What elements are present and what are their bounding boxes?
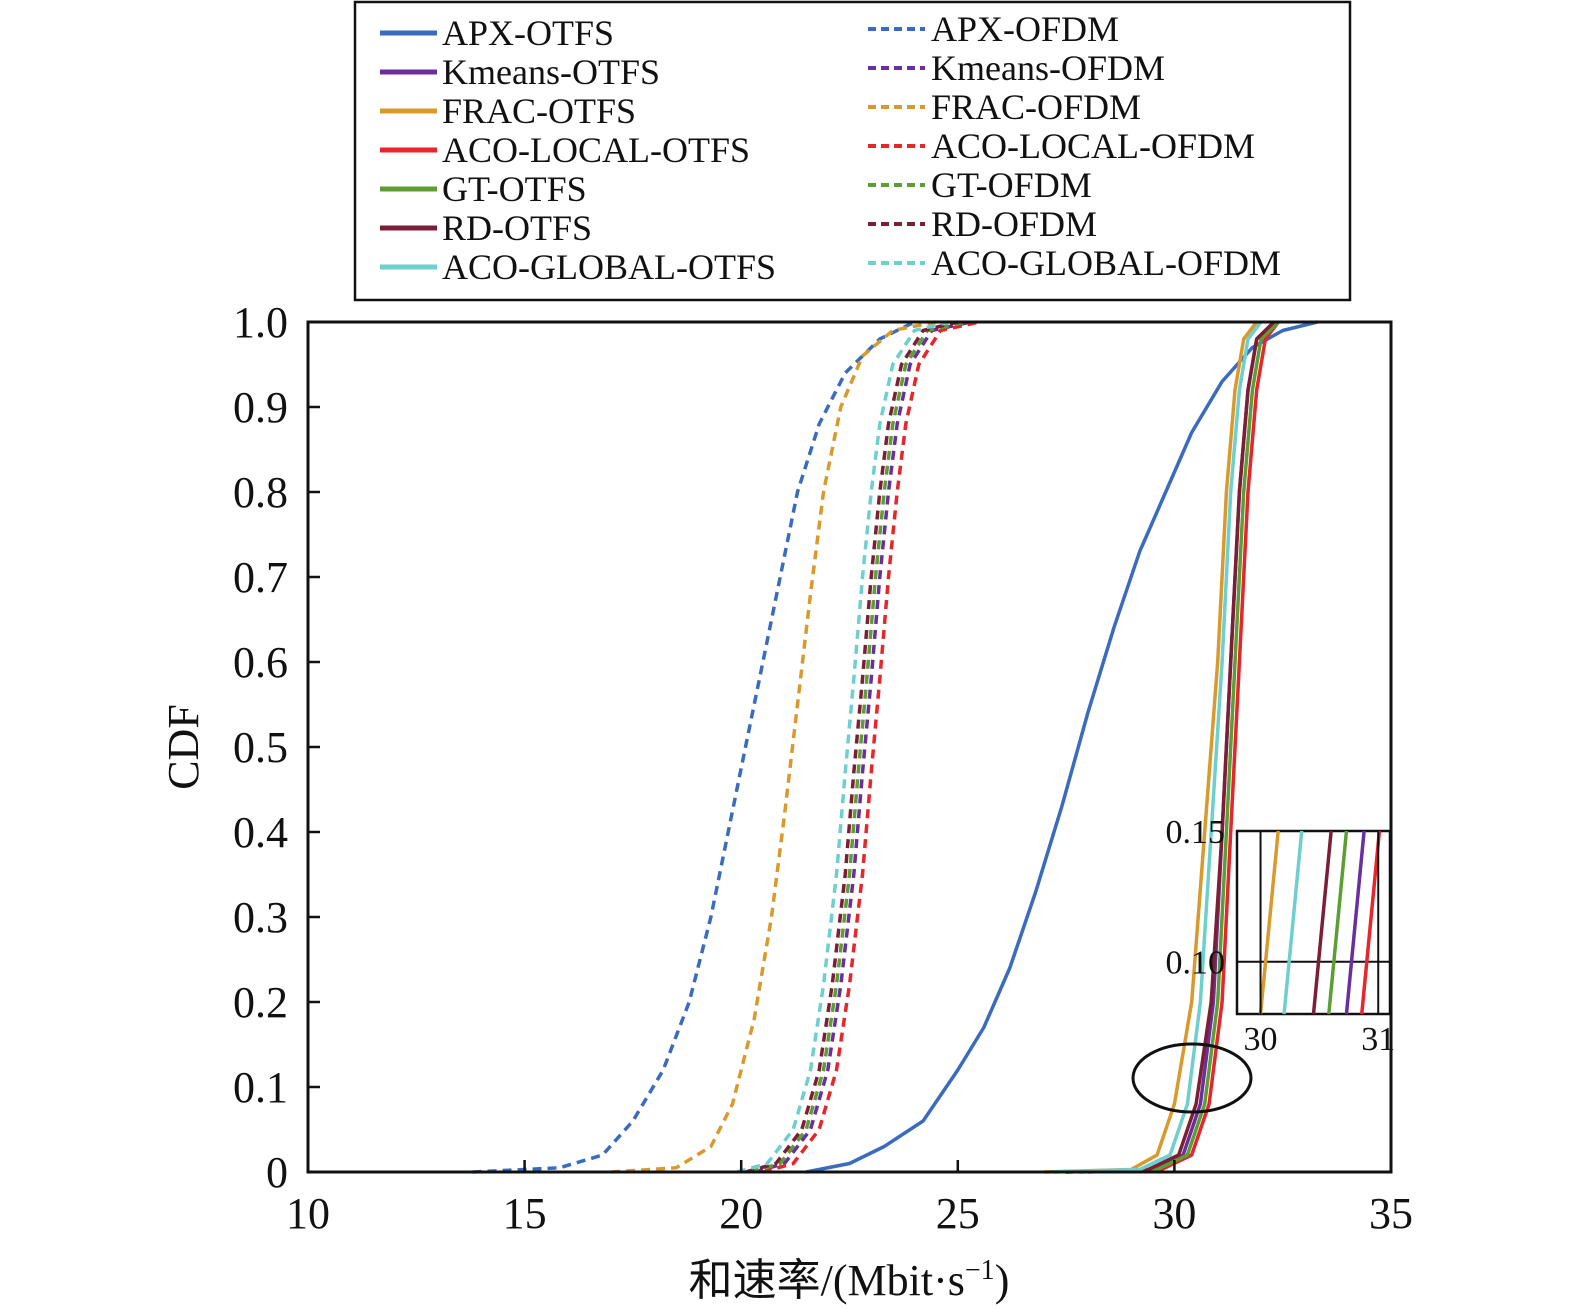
y-tick-label: 0.1: [233, 1063, 288, 1112]
legend-label-rd-ofdm: RD-OFDM: [931, 204, 1097, 244]
legend: APX-OTFSKmeans-OTFSFRAC-OTFSACO-LOCAL-OT…: [380, 9, 1281, 287]
series-line-gt-otfs: [1079, 320, 1280, 1174]
series-line-frac-ofdm: [611, 320, 937, 1174]
legend-label-apx-ofdm: APX-OFDM: [931, 9, 1119, 49]
x-tick-label: 25: [936, 1189, 980, 1238]
series-line-apx-ofdm: [472, 320, 916, 1174]
legend-label-apx-otfs: APX-OTFS: [442, 13, 614, 53]
series-line-kmeans-ofdm: [753, 320, 972, 1174]
x-axis-title-sup: −1: [965, 1255, 995, 1286]
inset-line-aco-global-otfs: [1282, 830, 1304, 1015]
axis-layer: 10 15 20 25 30 35 0 0.1 0.2 0.3 0.4 0.5 0.6 0.7 0.8 0.9…: [233, 298, 1413, 1238]
series-line-aco-global-otfs: [1053, 320, 1263, 1174]
inset-line-rd-otfs: [1311, 830, 1333, 1015]
inset-line-gt-otfs: [1327, 830, 1349, 1015]
legend-label-frac-ofdm: FRAC-OFDM: [931, 87, 1141, 127]
series-layer: [472, 320, 1318, 1174]
inset-line-aco-local-otfs: [1360, 830, 1382, 1015]
legend-box: [353, 0, 1352, 302]
y-tick-label: 0.8: [233, 468, 288, 517]
legend-label-frac-otfs: FRAC-OTFS: [442, 91, 636, 131]
y-tick-label: 0: [266, 1148, 288, 1197]
legend-label-gt-otfs: GT-OTFS: [442, 169, 587, 209]
x-tick-label: 30: [1152, 1189, 1196, 1238]
y-tick-label: 0.9: [233, 383, 288, 432]
x-tick-label: 35: [1369, 1189, 1413, 1238]
inset-line-kmeans-otfs: [1344, 830, 1366, 1015]
y-tick-label: 0.7: [233, 553, 288, 602]
legend-label-gt-ofdm: GT-OFDM: [931, 165, 1092, 205]
series-line-rd-otfs: [1066, 320, 1276, 1174]
series-line-aco-local-otfs: [1087, 320, 1280, 1174]
legend-label-kmeans-ofdm: Kmeans-OFDM: [931, 48, 1165, 88]
inset-x-tick-label: 30: [1244, 1021, 1278, 1058]
y-tick-label: 0.3: [233, 893, 288, 942]
x-tick-label: 15: [503, 1189, 547, 1238]
x-axis-title: 和速率/(Mbit·s−1): [689, 1255, 1010, 1305]
legend-label-kmeans-otfs: Kmeans-OTFS: [442, 52, 660, 92]
series-line-gt-ofdm: [749, 320, 967, 1174]
legend-label-aco-local-ofdm: ACO-LOCAL-OFDM: [931, 126, 1255, 166]
zoom-ellipse: [1131, 1042, 1253, 1114]
legend-label-aco-global-otfs: ACO-GLOBAL-OTFS: [442, 247, 776, 287]
series-line-frac-otfs: [1044, 320, 1259, 1174]
series-line-apx-otfs: [805, 320, 1318, 1174]
series-line-rd-ofdm: [745, 320, 959, 1174]
y-tick-label: 0.4: [233, 808, 288, 857]
x-axis-title-main: 和速率/(Mbit·s: [689, 1256, 965, 1305]
inset-y-tick-label: 0.10: [1166, 945, 1226, 982]
x-tick-label: 10: [286, 1189, 330, 1238]
inset-line-frac-otfs: [1258, 830, 1280, 1015]
legend-label-rd-otfs: RD-OTFS: [442, 208, 592, 248]
y-tick-label: 0.5: [233, 723, 288, 772]
series-line-aco-local-ofdm: [762, 320, 980, 1174]
inset-x-tick-label: 31: [1361, 1021, 1395, 1058]
zoom-inset: 30 31 0.10 0.15: [1166, 814, 1396, 1058]
legend-label-aco-local-otfs: ACO-LOCAL-OTFS: [442, 130, 750, 170]
y-tick-label: 1.0: [233, 298, 288, 347]
x-tick-label: 20: [719, 1189, 763, 1238]
y-tick-label: 0.6: [233, 638, 288, 687]
inset-y-tick-label: 0.15: [1166, 814, 1226, 851]
x-axis-title-close: ): [995, 1256, 1010, 1305]
legend-label-aco-global-ofdm: ACO-GLOBAL-OFDM: [931, 243, 1281, 283]
series-line-aco-global-ofdm: [736, 320, 950, 1174]
y-axis-title: CDF: [159, 704, 208, 790]
y-tick-label: 0.2: [233, 978, 288, 1027]
